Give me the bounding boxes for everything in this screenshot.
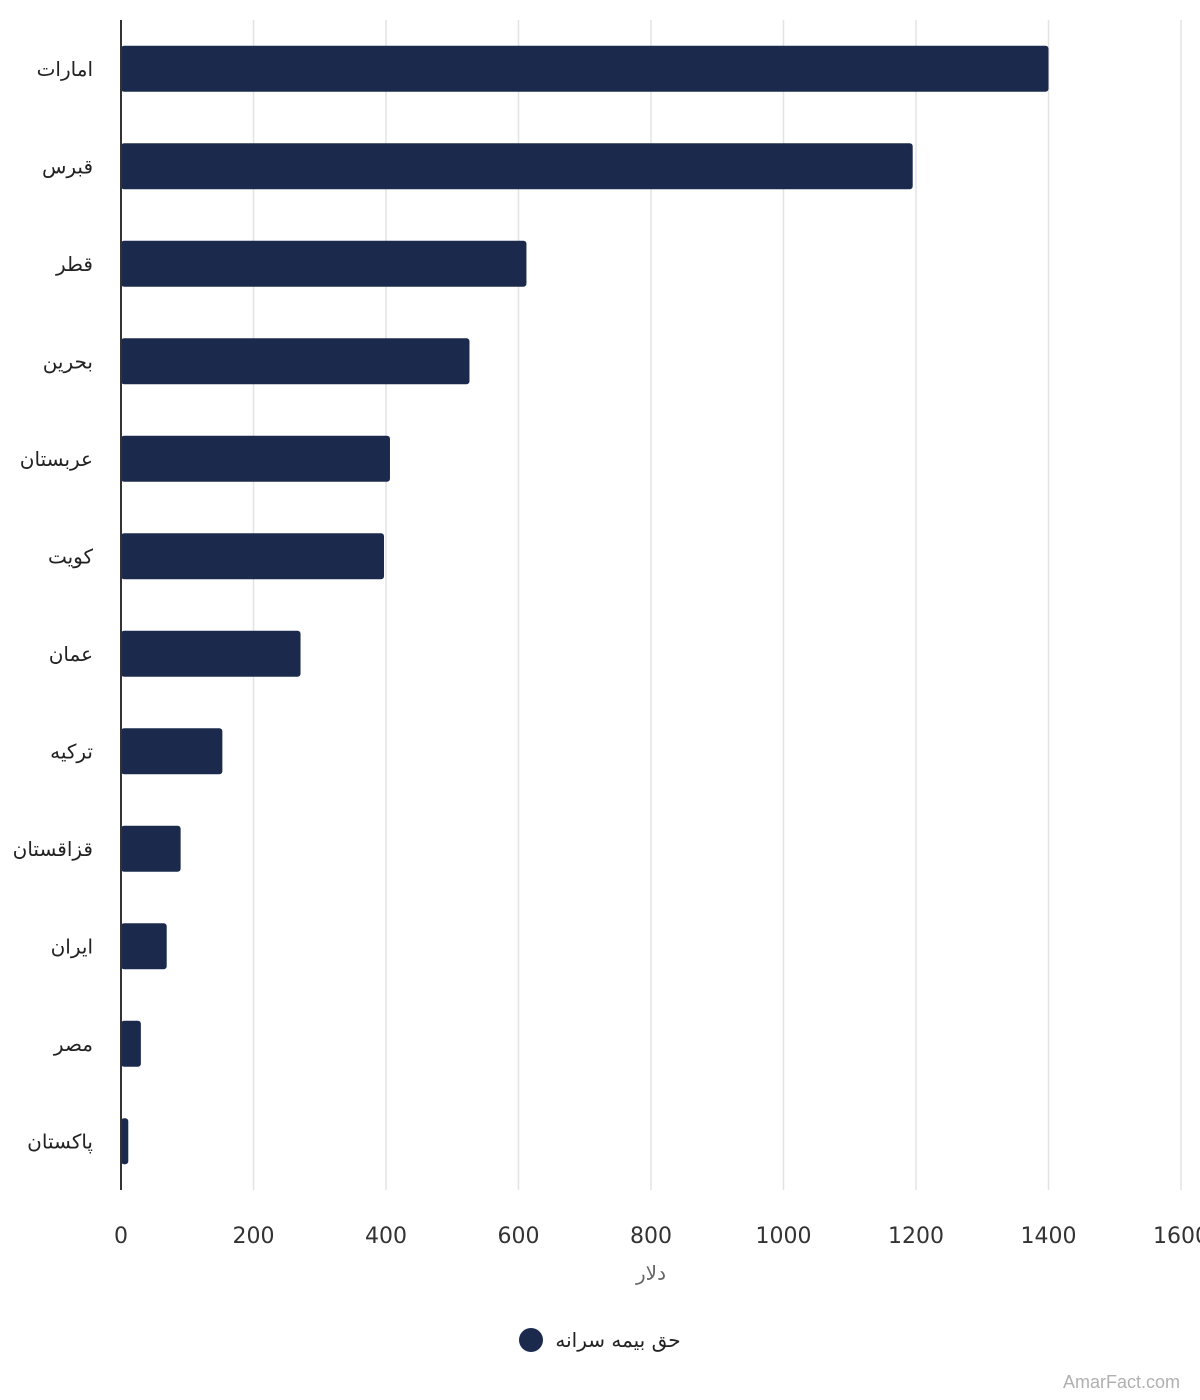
x-tick-label: 600 <box>498 1224 540 1249</box>
x-tick-label: 1400 <box>1021 1224 1077 1249</box>
bar[interactable] <box>121 143 913 190</box>
grid-lines <box>252 20 1182 1190</box>
x-tick-label: 200 <box>233 1224 275 1249</box>
bar[interactable] <box>121 240 527 287</box>
category-label: قبرس <box>42 154 93 178</box>
legend-marker-icon <box>519 1328 544 1352</box>
bar[interactable] <box>121 533 385 580</box>
legend-label: حق بیمه سرانه <box>555 1328 681 1352</box>
category-label: عربستان <box>20 447 93 471</box>
x-tick-labels: 0 200 400 600 800 1000 1200 1400 1600 <box>114 1224 1200 1249</box>
legend[interactable]: حق بیمه سرانه <box>0 1322 1200 1358</box>
category-label: مصر <box>53 1032 93 1056</box>
x-tick-label: 800 <box>630 1224 672 1249</box>
bar[interactable] <box>121 825 181 872</box>
category-label: امارات <box>37 57 93 81</box>
bar[interactable] <box>121 45 1049 92</box>
bar[interactable] <box>121 338 470 385</box>
category-label: بحرین <box>43 349 93 373</box>
x-tick-label: 0 <box>114 1224 128 1249</box>
x-tick-label: 1200 <box>888 1224 944 1249</box>
bar[interactable] <box>121 435 390 482</box>
bar[interactable] <box>121 728 223 775</box>
category-label: کویت <box>48 544 94 568</box>
category-label: قطر <box>55 252 93 276</box>
category-label: قزاقستان <box>13 837 93 861</box>
bar-chart: 0 200 400 600 800 1000 1200 1400 1600 امارات قبرس… <box>13 20 1200 1285</box>
x-tick-label: 1600 <box>1153 1224 1200 1249</box>
bars <box>121 45 1049 1165</box>
category-label: پاکستان <box>27 1129 93 1154</box>
x-tick-label: 1000 <box>756 1224 812 1249</box>
category-labels: امارات قبرس قطر بحرین عربستان کویت عمان ترکیه قز… <box>13 57 94 1155</box>
bar[interactable] <box>121 630 301 677</box>
bar[interactable] <box>121 1020 141 1067</box>
x-tick-label: 400 <box>365 1224 407 1249</box>
category-label: ایران <box>51 934 93 958</box>
category-label: ترکیه <box>50 739 93 763</box>
watermark: AmarFact.com <box>1062 1372 1180 1392</box>
bar[interactable] <box>121 923 167 970</box>
category-label: عمان <box>49 642 93 666</box>
bar[interactable] <box>121 1118 129 1165</box>
x-axis-title: دلار <box>635 1261 666 1285</box>
